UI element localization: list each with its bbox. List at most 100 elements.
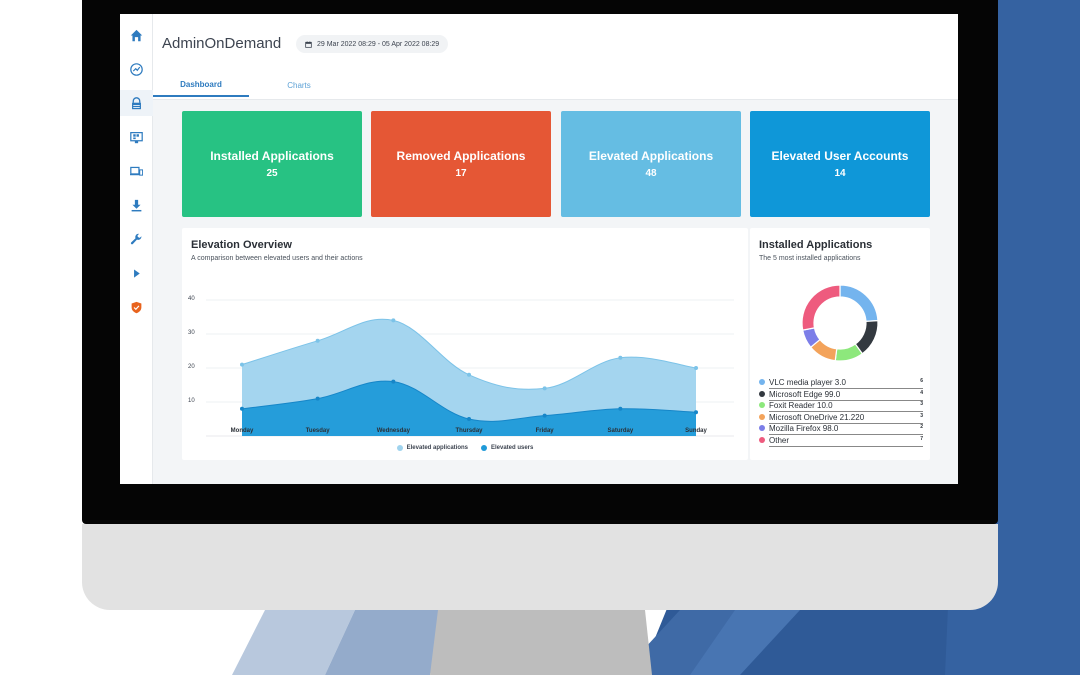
home-icon (130, 29, 143, 41)
app-screen: AdminOnDemand 29 Mar 2022 08:29 - 05 Apr… (120, 14, 958, 484)
panel-subtitle: The 5 most installed applications (759, 255, 861, 262)
card-elevated-user-accounts[interactable]: Elevated User Accounts 14 (750, 111, 930, 217)
app-legend-row[interactable]: Foxit Reader 10.0 3 (759, 401, 923, 413)
app-legend-row[interactable]: VLC media player 3.0 6 (759, 378, 923, 390)
panel-title: Installed Applications (759, 239, 873, 251)
app-legend-row[interactable]: Microsoft Edge 99.0 4 (759, 390, 923, 402)
app-legend-row[interactable]: Other 7 (759, 436, 923, 448)
app-name: Microsoft Edge 99.0 (769, 390, 923, 401)
data-point[interactable] (391, 318, 396, 323)
page-header: AdminOnDemand 29 Mar 2022 08:29 - 05 Apr… (153, 14, 958, 100)
data-point[interactable] (391, 379, 396, 384)
panel-subtitle: A comparison between elevated users and … (191, 255, 363, 262)
app-count: 6 (920, 378, 923, 384)
lock-icon (132, 96, 141, 109)
app-name: Microsoft OneDrive 21.220 (769, 413, 923, 424)
x-tick-label: Thursday (455, 428, 483, 434)
card-value: 25 (266, 168, 278, 179)
data-point[interactable] (240, 362, 244, 367)
card-elevated-applications[interactable]: Elevated Applications 48 (561, 111, 741, 217)
app-count: 4 (920, 389, 923, 396)
card-value: 48 (645, 168, 657, 179)
legend-swatch (481, 445, 487, 451)
legend-item-elevated-applications[interactable]: Elevated applications (396, 445, 468, 451)
app-count: 3 (920, 412, 923, 419)
legend-item-elevated-users[interactable]: Elevated users (481, 445, 533, 451)
card-removed-applications[interactable]: Removed Applications 17 (371, 111, 551, 217)
y-tick-label: 10 (188, 398, 195, 404)
x-tick-label: Saturday (607, 428, 634, 434)
sidebar-item-run[interactable] (120, 260, 153, 286)
legend-label: Elevated users (491, 445, 534, 451)
legend-swatch (759, 402, 765, 409)
donut-slice[interactable] (839, 284, 879, 323)
card-label: Installed Applications (210, 149, 334, 163)
monitor-icon (130, 131, 143, 143)
panel-title: Elevation Overview (191, 239, 292, 251)
x-tick-label: Wednesday (376, 428, 410, 434)
data-point[interactable] (542, 413, 547, 418)
shield-icon (131, 301, 142, 313)
sidebar-item-devices[interactable] (120, 158, 153, 184)
data-point[interactable] (542, 386, 547, 391)
sidebar-item-protection[interactable] (120, 294, 153, 320)
date-range-picker[interactable]: 29 Mar 2022 08:29 - 05 Apr 2022 08:29 (296, 35, 449, 53)
data-point[interactable] (467, 417, 471, 421)
card-value: 14 (834, 168, 846, 179)
y-tick-label: 40 (188, 296, 195, 302)
trend-icon (130, 62, 143, 76)
legend-swatch (759, 425, 765, 432)
app-legend-row[interactable]: Microsoft OneDrive 21.220 3 (759, 413, 923, 425)
legend-swatch (759, 390, 765, 397)
sidebar-item-home[interactable] (120, 22, 153, 48)
data-point[interactable] (618, 406, 623, 411)
tab-charts[interactable]: Charts (287, 80, 311, 90)
card-value: 17 (455, 168, 467, 179)
data-point[interactable] (694, 366, 698, 370)
sidebar-item-downloads[interactable] (120, 192, 153, 218)
download-icon (131, 199, 142, 211)
card-label: Removed Applications (396, 149, 526, 163)
series-area (242, 381, 696, 436)
app-title: AdminOnDemand (162, 35, 282, 52)
card-label: Elevated User Accounts (771, 149, 909, 163)
app-count: 7 (920, 435, 923, 442)
app-name: VLC media player 3.0 (769, 378, 923, 390)
x-tick-label: Tuesday (305, 428, 330, 434)
app-legend-row[interactable]: Mozilla Firefox 98.0 2 (759, 424, 923, 436)
wrench-icon (130, 233, 142, 244)
y-tick-label: 30 (188, 330, 195, 336)
tab-dashboard[interactable]: Dashboard (153, 73, 249, 97)
calendar-icon (305, 40, 312, 48)
date-range-text: 29 Mar 2022 08:29 - 05 Apr 2022 08:29 (317, 40, 440, 48)
app-name: Other (769, 436, 923, 447)
installed-applications-panel: Installed Applications The 5 most instal… (750, 228, 930, 460)
donut-slice[interactable] (801, 284, 841, 331)
data-point[interactable] (694, 410, 698, 415)
data-point[interactable] (315, 338, 320, 343)
sidebar-item-security[interactable] (120, 90, 153, 116)
devices-icon (130, 166, 143, 176)
data-point[interactable] (467, 372, 471, 377)
card-installed-applications[interactable]: Installed Applications 25 (182, 111, 362, 217)
data-point[interactable] (618, 355, 623, 360)
data-point[interactable] (240, 406, 244, 411)
sidebar-item-tools[interactable] (120, 226, 153, 252)
legend-swatch (396, 445, 403, 451)
chart-legend: Elevated applications Elevated users (182, 445, 748, 451)
sidebar (120, 14, 153, 484)
legend-swatch (759, 436, 765, 443)
sidebar-item-computers[interactable] (120, 124, 153, 150)
installed-apps-donut-chart (801, 284, 879, 362)
elevation-overview-panel: Elevation Overview A comparison between … (182, 228, 748, 460)
installed-apps-legend: VLC media player 3.0 6 Microsoft Edge 99.0… (759, 378, 923, 447)
sidebar-item-trends[interactable] (120, 56, 153, 82)
legend-label: Elevated applications (406, 445, 468, 451)
data-point[interactable] (315, 396, 320, 401)
legend-swatch (759, 413, 765, 420)
app-count: 3 (920, 401, 923, 407)
app-name: Foxit Reader 10.0 (769, 401, 923, 413)
card-label: Elevated Applications (588, 149, 714, 163)
y-tick-label: 20 (188, 364, 195, 370)
x-tick-label: Friday (535, 428, 554, 434)
